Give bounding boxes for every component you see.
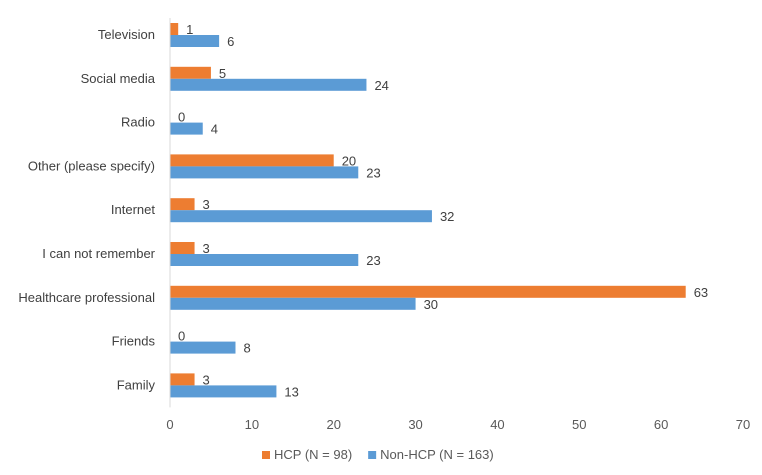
bar-non-hcp-n-163-radio [170, 122, 203, 135]
category-label-healthcare-professional: Healthcare professional [18, 290, 155, 305]
bar-hcp-n-98-i-can-not-remember [170, 242, 195, 254]
data-label-non-hcp-n-163-radio: 4 [211, 122, 218, 137]
bar-non-hcp-n-163-family [170, 385, 277, 398]
category-label-family: Family [117, 377, 156, 392]
data-label-non-hcp-n-163-television: 6 [227, 34, 234, 49]
data-label-non-hcp-n-163-social-media: 24 [374, 78, 388, 93]
category-label-friends: Friends [112, 334, 156, 349]
data-label-non-hcp-n-163-other-please-specify: 23 [366, 165, 380, 180]
data-label-non-hcp-n-163-friends: 8 [243, 341, 250, 356]
bar-hcp-n-98-internet [170, 198, 195, 211]
data-label-hcp-n-98-family: 3 [203, 372, 210, 387]
legend-entry-hcp-n-98: HCP (N = 98) [274, 447, 352, 462]
data-label-non-hcp-n-163-healthcare-professional: 30 [424, 297, 438, 312]
bars-layer [170, 23, 686, 398]
bar-non-hcp-n-163-other-please-specify [170, 166, 359, 179]
data-label-hcp-n-98-radio: 0 [178, 110, 185, 125]
x-tick-label-40: 40 [490, 417, 504, 432]
x-axis: 0 10 20 30 40 50 60 70 [166, 18, 750, 432]
x-tick-label-60: 60 [654, 417, 668, 432]
data-label-hcp-n-98-healthcare-professional: 63 [694, 285, 708, 300]
bar-non-hcp-n-163-social-media [170, 78, 367, 91]
x-tick-label-0: 0 [166, 417, 173, 432]
category-label-social-media: Social media [81, 71, 156, 86]
data-label-hcp-n-98-social-media: 5 [219, 66, 226, 81]
data-label-hcp-n-98-internet: 3 [203, 197, 210, 212]
data-label-hcp-n-98-television: 1 [186, 22, 193, 37]
bar-non-hcp-n-163-i-can-not-remember [170, 254, 359, 266]
bar-non-hcp-n-163-friends [170, 341, 236, 354]
data-label-hcp-n-98-other-please-specify: 20 [342, 153, 356, 168]
x-tick-label-20: 20 [326, 417, 340, 432]
data-label-non-hcp-n-163-family: 13 [284, 384, 298, 399]
legend-entry-non-hcp-n-163: Non-HCP (N = 163) [380, 447, 494, 462]
bar-hcp-n-98-other-please-specify [170, 154, 334, 167]
legend-swatch-non-hcp-n-163 [368, 451, 377, 459]
bar-hcp-n-98-television [170, 23, 179, 35]
category-label-i-can-not-remember: I can not remember [42, 246, 155, 261]
legend: HCP (N = 98) Non-HCP (N = 163) [262, 447, 494, 462]
category-label-radio: Radio [121, 115, 155, 130]
labels-layer: Television 1 6 Social media 5 24 Radio 0 4 Other … [18, 22, 708, 399]
bar-non-hcp-n-163-television [170, 35, 220, 47]
x-tick-label-10: 10 [245, 417, 259, 432]
x-tick-label-50: 50 [572, 417, 586, 432]
bar-hcp-n-98-social-media [170, 66, 211, 79]
category-label-television: Television [98, 27, 155, 42]
data-label-hcp-n-98-friends: 0 [178, 329, 185, 344]
data-label-non-hcp-n-163-internet: 32 [440, 209, 454, 224]
bar-hcp-n-98-family [170, 373, 195, 386]
bar-non-hcp-n-163-internet [170, 210, 432, 223]
category-label-internet: Internet [111, 202, 155, 217]
data-label-hcp-n-98-i-can-not-remember: 3 [203, 241, 210, 256]
bar-hcp-n-98-healthcare-professional [170, 285, 686, 298]
x-tick-label-70: 70 [736, 417, 750, 432]
category-label-other-please-specify: Other (please specify) [28, 158, 155, 173]
legend-swatch-hcp-n-98 [262, 451, 270, 459]
x-tick-label-30: 30 [408, 417, 422, 432]
data-label-non-hcp-n-163-i-can-not-remember: 23 [366, 253, 380, 268]
bar-non-hcp-n-163-healthcare-professional [170, 297, 416, 310]
